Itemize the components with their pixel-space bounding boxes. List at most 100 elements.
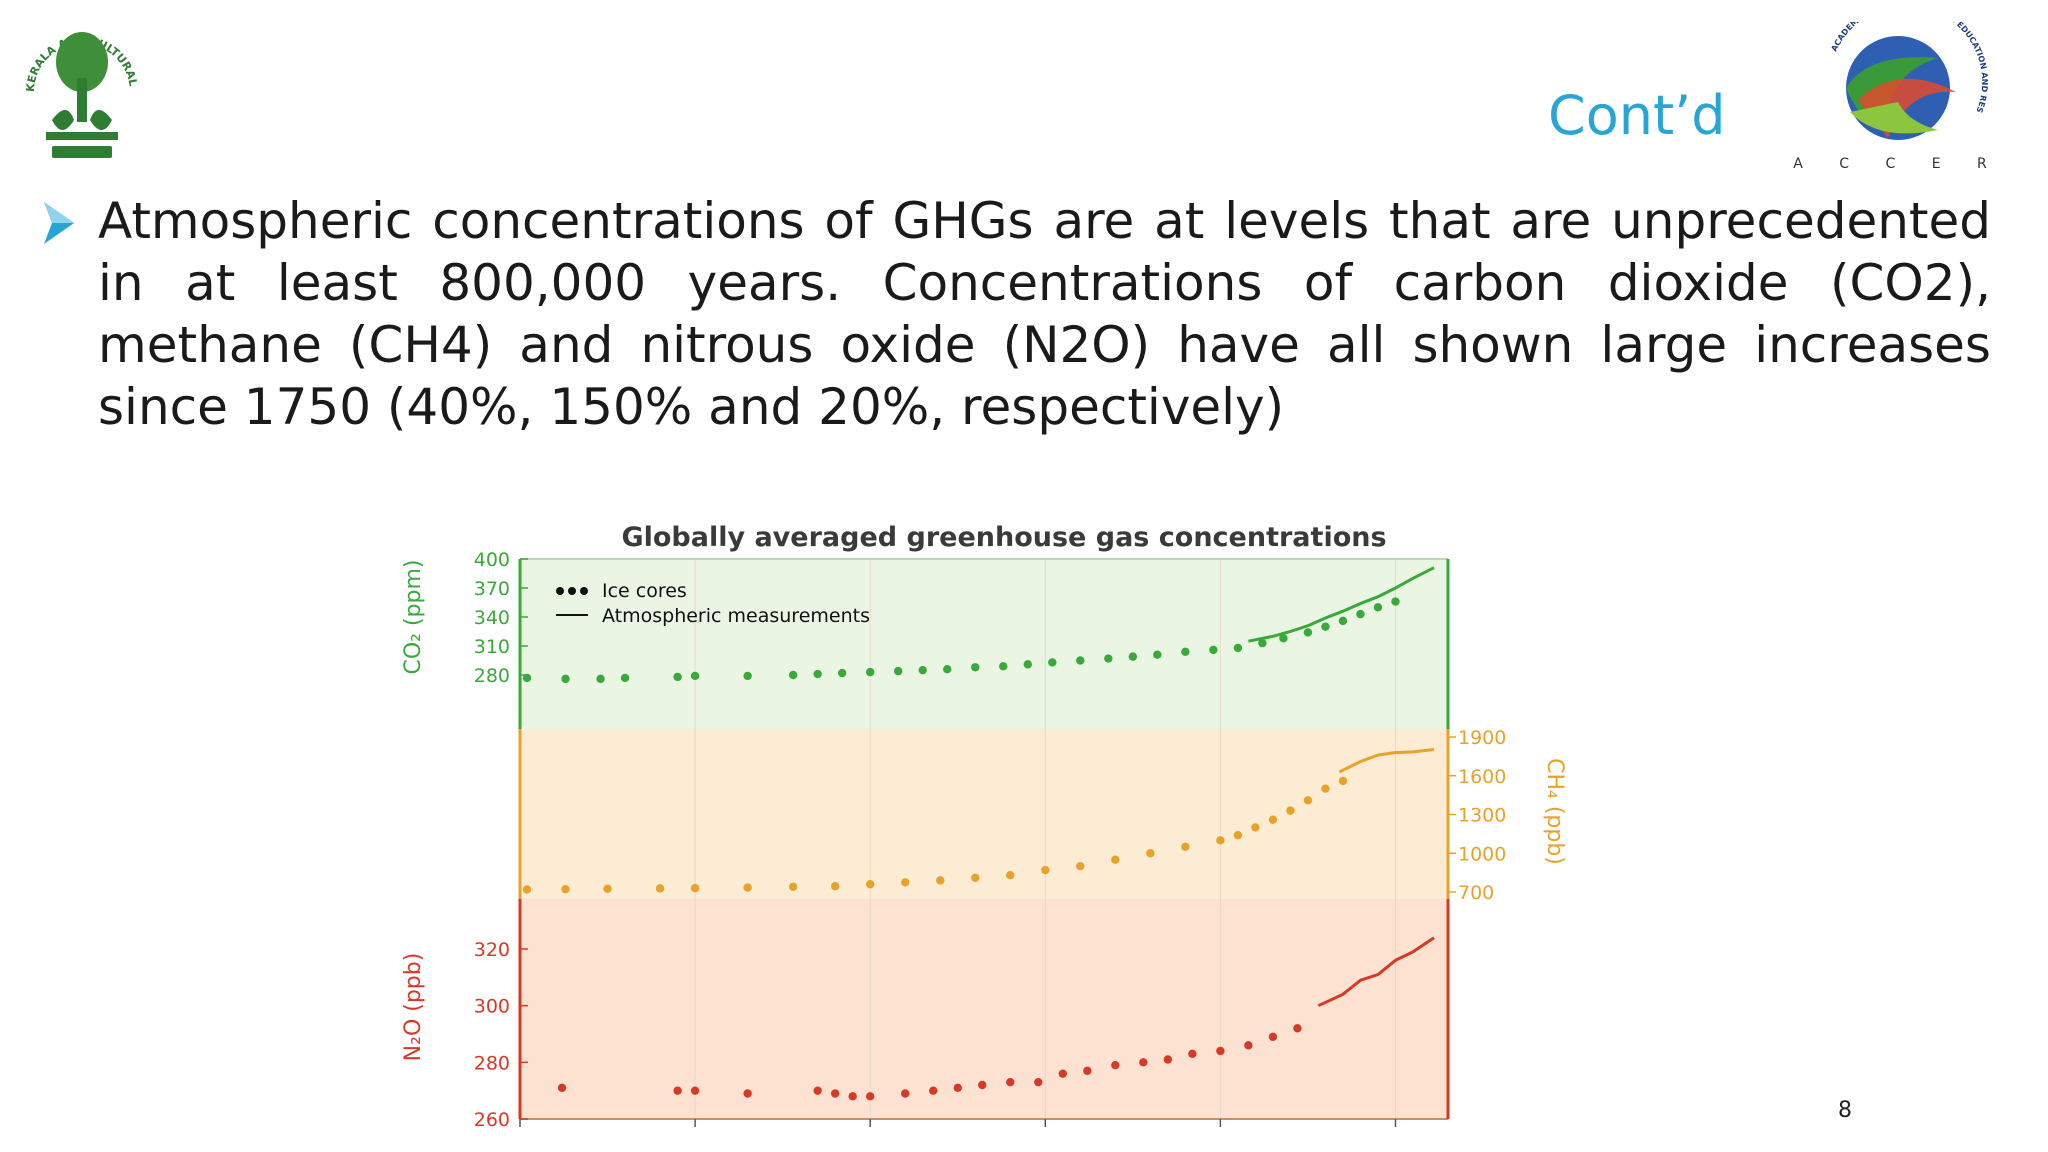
y-tick-label-n2o: 280 <box>474 1052 510 1074</box>
ice-core-point-ch4 <box>1181 842 1190 851</box>
ice-core-point-n2o <box>1163 1055 1173 1064</box>
ice-core-point-ch4 <box>655 884 665 893</box>
logo-right-acronym: A C C E R <box>1793 156 1998 172</box>
ice-core-point-co2 <box>1321 622 1330 631</box>
measurement-line-n2o <box>1317 936 1435 1008</box>
ice-core-point-ch4 <box>830 881 840 891</box>
ice-core-point-n2o <box>743 1089 752 1098</box>
ice-core-point-n2o <box>929 1086 938 1095</box>
ice-core-point-ch4 <box>1286 806 1295 815</box>
ice-core-point-ch4 <box>1041 865 1050 875</box>
ice-core-point-ch4 <box>1338 776 1348 786</box>
measurement-line-ch4 <box>1338 748 1435 774</box>
ice-core-point-ch4 <box>1303 796 1313 805</box>
legend-dots-marker <box>568 587 576 595</box>
ice-core-point-ch4 <box>1233 830 1243 840</box>
panel-bg-ch4 <box>520 729 1448 899</box>
x-tick-label: 1950 <box>1196 1134 1244 1135</box>
measurement-line-co2 <box>1248 566 1435 643</box>
legend-atmospheric-measurements: Atmospheric measurements <box>602 605 870 627</box>
ice-core-point-n2o <box>1268 1032 1278 1042</box>
ice-core-point-co2 <box>943 665 952 674</box>
ice-core-point-co2 <box>1128 652 1138 661</box>
ice-core-point-co2 <box>596 674 605 684</box>
x-tick-label: 2000 <box>1371 1134 1419 1135</box>
ice-core-point-n2o <box>1034 1077 1043 1087</box>
ice-core-point-n2o <box>1058 1069 1067 1078</box>
ice-core-point-co2 <box>788 670 798 680</box>
legend-dots-marker <box>556 587 564 595</box>
ice-core-point-ch4 <box>1076 861 1085 871</box>
ice-core-point-n2o <box>978 1080 987 1090</box>
ice-core-point-ch4 <box>561 884 570 894</box>
ice-core-point-ch4 <box>971 873 980 882</box>
ice-core-point-co2 <box>1356 609 1365 619</box>
arrow-bullet-icon <box>44 202 74 244</box>
y-axis-label-ch4: CH₄ (ppb) <box>1542 758 1567 865</box>
ice-core-point-ch4 <box>788 882 798 892</box>
ice-core-point-ch4 <box>1251 823 1260 832</box>
ice-core-point-ch4 <box>1111 855 1120 864</box>
ice-core-point-co2 <box>1048 658 1057 667</box>
ice-core-point-ch4 <box>1146 849 1155 858</box>
ice-core-point-n2o <box>830 1089 840 1098</box>
ice-core-point-n2o <box>673 1086 682 1095</box>
ice-core-point-co2 <box>837 668 847 678</box>
x-tick-label: 1850 <box>846 1134 894 1135</box>
ice-core-point-ch4 <box>936 876 945 885</box>
ice-core-point-co2 <box>1373 603 1383 612</box>
ice-core-point-co2 <box>1279 634 1288 643</box>
y-tick-label-co2: 280 <box>474 665 510 687</box>
chart-title: Globally averaged greenhouse gas concent… <box>621 522 1386 553</box>
y-tick-label-ch4: 1600 <box>1458 766 1506 788</box>
x-tick-label: 1900 <box>1021 1134 1069 1135</box>
ice-core-point-co2 <box>1233 643 1243 653</box>
ice-core-point-co2 <box>1338 616 1348 626</box>
ice-core-point-co2 <box>999 662 1008 671</box>
y-tick-label-co2: 370 <box>474 578 510 600</box>
ice-core-point-co2 <box>1209 645 1218 655</box>
ice-core-point-co2 <box>1023 660 1032 669</box>
ice-core-point-ch4 <box>522 885 532 894</box>
slide-title: Cont’d <box>1548 84 1726 147</box>
ice-core-point-co2 <box>1391 597 1400 606</box>
ice-core-point-n2o <box>953 1083 962 1093</box>
y-tick-label-ch4: 1300 <box>1458 805 1506 827</box>
ice-core-point-co2 <box>1303 628 1313 637</box>
ice-core-point-co2 <box>1153 650 1162 659</box>
x-tick-label: 1750 <box>496 1134 544 1135</box>
ice-core-point-n2o <box>1006 1077 1015 1087</box>
y-axis-label-co2: CO₂ (ppm) <box>401 559 426 674</box>
ice-core-point-co2 <box>813 669 822 679</box>
ice-core-point-n2o <box>865 1092 875 1101</box>
ice-core-point-n2o <box>557 1083 567 1093</box>
ice-core-point-n2o <box>848 1092 857 1101</box>
ice-core-point-n2o <box>1244 1041 1253 1050</box>
ice-core-point-n2o <box>901 1089 910 1098</box>
ice-core-point-co2 <box>743 671 752 681</box>
y-tick-label-n2o: 300 <box>474 996 510 1018</box>
ice-core-point-ch4 <box>603 884 612 893</box>
ice-core-point-co2 <box>561 674 570 684</box>
ice-core-point-co2 <box>1258 638 1267 648</box>
y-tick-label-ch4: 1000 <box>1458 843 1506 865</box>
y-tick-label-n2o: 260 <box>474 1109 510 1131</box>
ice-core-point-n2o <box>1083 1066 1092 1076</box>
y-tick-label-ch4: 1900 <box>1458 727 1506 749</box>
kerala-agricultural-university-logo: KERALA AGRICULTURAL UNIVERSITY <box>22 0 140 158</box>
y-axis-label-n2o: N₂O (ppb) <box>401 953 426 1062</box>
ice-core-point-co2 <box>673 672 682 682</box>
ice-core-point-n2o <box>1188 1049 1197 1059</box>
panel-bg-co2 <box>520 559 1448 729</box>
ice-core-point-n2o <box>1216 1046 1225 1056</box>
legend-dots-marker <box>580 587 588 595</box>
y-tick-label-n2o: 320 <box>474 939 510 961</box>
ice-core-point-ch4 <box>1216 836 1225 845</box>
y-tick-label-co2: 310 <box>474 636 510 658</box>
ice-core-point-co2 <box>690 671 700 681</box>
ice-core-point-ch4 <box>901 878 910 887</box>
ice-core-point-n2o <box>1139 1058 1148 1067</box>
ice-core-point-co2 <box>620 673 630 683</box>
bullet-text: Atmospheric concentrations of GHGs are a… <box>98 192 1991 436</box>
ice-core-point-co2 <box>865 667 875 677</box>
